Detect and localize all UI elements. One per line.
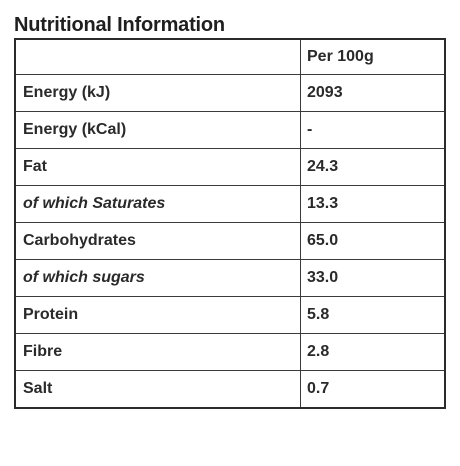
nutrient-label: Fibre: [14, 333, 301, 371]
nutrient-label: Fat: [14, 148, 301, 186]
nutrient-value: 2093: [300, 74, 446, 112]
nutrient-value: 2.8: [300, 333, 446, 371]
table-row: Salt 0.7: [14, 370, 446, 409]
table-row: Fat 24.3: [14, 148, 446, 186]
table-row: Energy (kJ) 2093: [14, 74, 446, 112]
table-row: Carbohydrates 65.0: [14, 222, 446, 260]
header-label-cell: [14, 38, 301, 75]
nutrient-value: -: [300, 111, 446, 149]
nutrient-label: of which Saturates: [14, 185, 301, 223]
nutrient-value: 24.3: [300, 148, 446, 186]
nutrition-table: Per 100g Energy (kJ) 2093 Energy (kCal) …: [14, 38, 446, 409]
nutrient-value: 0.7: [300, 370, 446, 409]
header-value-cell: Per 100g: [300, 38, 446, 75]
nutrient-value: 33.0: [300, 259, 446, 297]
nutrient-label: Energy (kJ): [14, 74, 301, 112]
page-title: Nutritional Information: [14, 14, 225, 36]
table-row: of which Saturates 13.3: [14, 185, 446, 223]
table-row: of which sugars 33.0: [14, 259, 446, 297]
table-row: Protein 5.8: [14, 296, 446, 334]
nutrient-value: 5.8: [300, 296, 446, 334]
table-row: Fibre 2.8: [14, 333, 446, 371]
table-row: Energy (kCal) -: [14, 111, 446, 149]
nutrient-label: Energy (kCal): [14, 111, 301, 149]
nutrient-label: Protein: [14, 296, 301, 334]
nutrient-label: of which sugars: [14, 259, 301, 297]
table-header-row: Per 100g: [14, 38, 446, 75]
nutrient-value: 65.0: [300, 222, 446, 260]
nutrient-label: Salt: [14, 370, 301, 409]
nutrient-label: Carbohydrates: [14, 222, 301, 260]
nutrient-value: 13.3: [300, 185, 446, 223]
